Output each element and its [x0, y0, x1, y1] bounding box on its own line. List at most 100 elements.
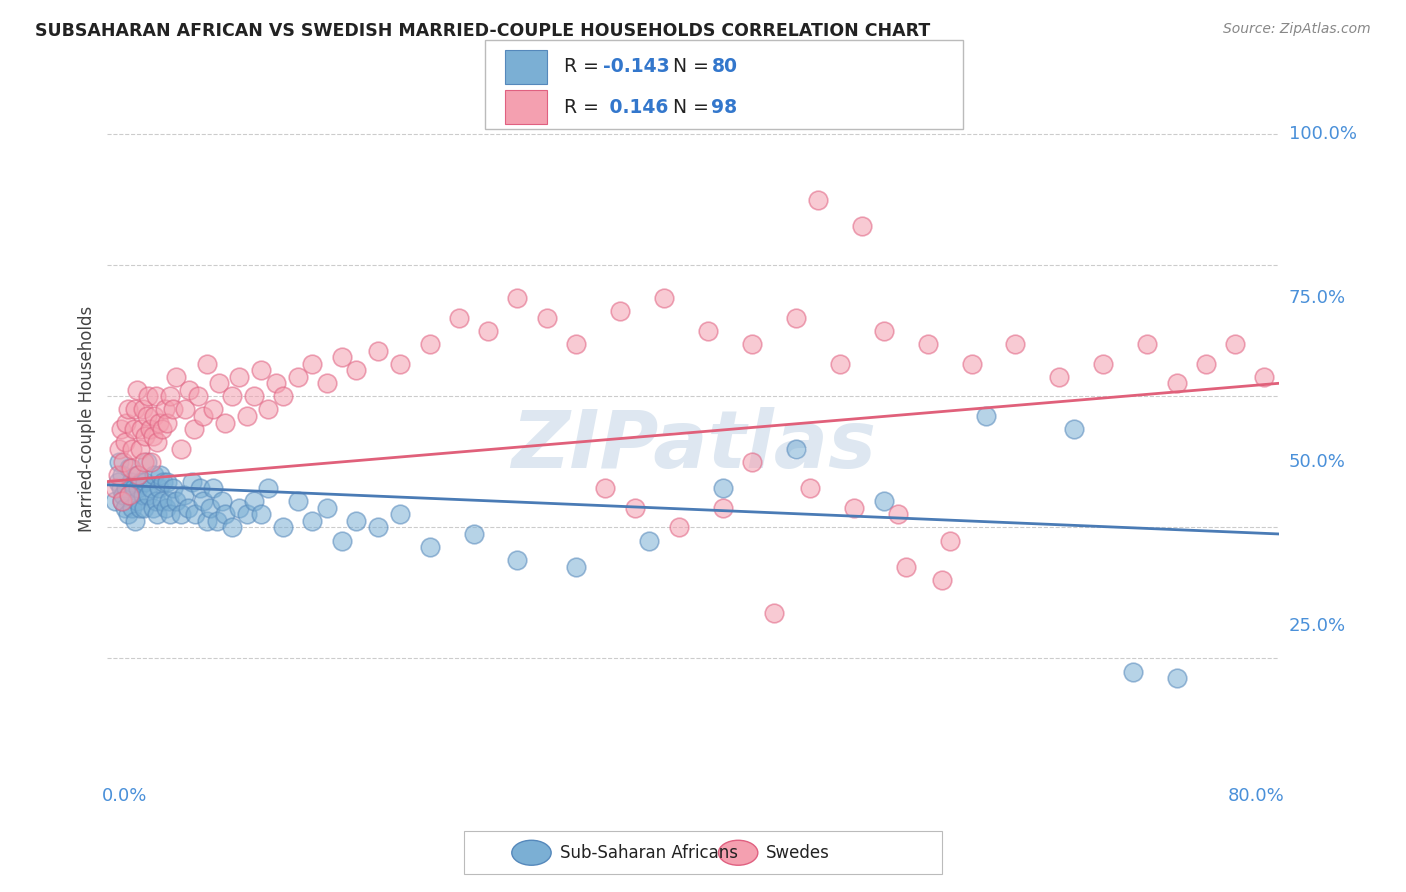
Text: SUBSAHARAN AFRICAN VS SWEDISH MARRIED-COUPLE HOUSEHOLDS CORRELATION CHART: SUBSAHARAN AFRICAN VS SWEDISH MARRIED-CO… — [35, 22, 931, 40]
Point — [152, 475, 174, 489]
Point — [129, 422, 152, 436]
Text: Sub-Saharan Africans: Sub-Saharan Africans — [560, 844, 738, 862]
Point — [118, 461, 141, 475]
Point — [107, 475, 129, 489]
Text: R =: R = — [564, 97, 605, 117]
Point — [128, 442, 150, 456]
Point — [127, 468, 149, 483]
Point — [195, 357, 218, 371]
Point — [131, 402, 153, 417]
Point — [711, 481, 734, 495]
Point — [1253, 369, 1275, 384]
Point — [169, 442, 191, 456]
Point — [1166, 671, 1188, 685]
Point — [120, 475, 142, 489]
Point — [136, 409, 159, 423]
Point — [243, 389, 266, 403]
Point — [159, 389, 181, 403]
Point — [104, 481, 127, 495]
Point — [156, 475, 179, 489]
Point — [114, 435, 136, 450]
Point — [143, 409, 166, 423]
Point — [638, 533, 661, 548]
Text: 0.0%: 0.0% — [101, 787, 146, 805]
Y-axis label: Married-couple Households: Married-couple Households — [79, 306, 96, 533]
Point — [132, 455, 155, 469]
Point — [1122, 665, 1144, 679]
Point — [741, 337, 763, 351]
Point — [477, 324, 499, 338]
Point — [1166, 376, 1188, 391]
Point — [121, 442, 143, 456]
Point — [159, 508, 181, 522]
Point — [134, 428, 156, 442]
Point — [195, 514, 218, 528]
Point — [367, 520, 389, 534]
Point — [150, 422, 173, 436]
Point — [145, 494, 167, 508]
Point — [762, 606, 785, 620]
Point — [148, 416, 170, 430]
Point — [162, 402, 184, 417]
Point — [872, 324, 894, 338]
Point — [419, 540, 441, 554]
Point — [155, 500, 177, 515]
Point — [179, 383, 201, 397]
Point — [696, 324, 718, 338]
Point — [110, 422, 132, 436]
Point — [917, 337, 939, 351]
Point — [250, 508, 273, 522]
Point — [122, 481, 145, 495]
Point — [198, 500, 221, 515]
Text: 80.0%: 80.0% — [1229, 787, 1285, 805]
Point — [108, 442, 131, 456]
Point — [124, 402, 146, 417]
Point — [115, 481, 138, 495]
Point — [191, 409, 214, 423]
Point — [104, 494, 127, 508]
Point — [134, 475, 156, 489]
Point — [536, 310, 558, 325]
Point — [121, 500, 143, 515]
Point — [153, 402, 176, 417]
Point — [931, 573, 953, 587]
Point — [120, 461, 142, 475]
Text: R =: R = — [564, 57, 605, 77]
Point — [201, 481, 224, 495]
Point — [301, 514, 323, 528]
Point — [344, 514, 367, 528]
Point — [149, 468, 172, 483]
Point — [316, 500, 339, 515]
Point — [506, 553, 529, 567]
Point — [174, 402, 197, 417]
Point — [111, 468, 134, 483]
Point — [156, 416, 179, 430]
Point — [367, 343, 389, 358]
Point — [250, 363, 273, 377]
Point — [785, 442, 807, 456]
Point — [115, 416, 138, 430]
Point — [118, 488, 141, 502]
Point — [111, 494, 134, 508]
Text: 100.0%: 100.0% — [1288, 125, 1357, 144]
Point — [243, 494, 266, 508]
Point — [214, 416, 236, 430]
Point — [181, 475, 204, 489]
Point — [316, 376, 339, 391]
Point — [851, 219, 873, 233]
Point — [127, 481, 149, 495]
Point — [191, 494, 214, 508]
Point — [146, 508, 169, 522]
Text: Source: ZipAtlas.com: Source: ZipAtlas.com — [1223, 22, 1371, 37]
Point — [117, 402, 139, 417]
Point — [228, 369, 250, 384]
Point — [112, 488, 135, 502]
Text: 98: 98 — [711, 97, 738, 117]
Point — [974, 409, 997, 423]
Point — [129, 475, 152, 489]
Point — [145, 389, 167, 403]
Text: N =: N = — [673, 57, 716, 77]
Point — [301, 357, 323, 371]
Point — [173, 488, 195, 502]
Point — [169, 508, 191, 522]
